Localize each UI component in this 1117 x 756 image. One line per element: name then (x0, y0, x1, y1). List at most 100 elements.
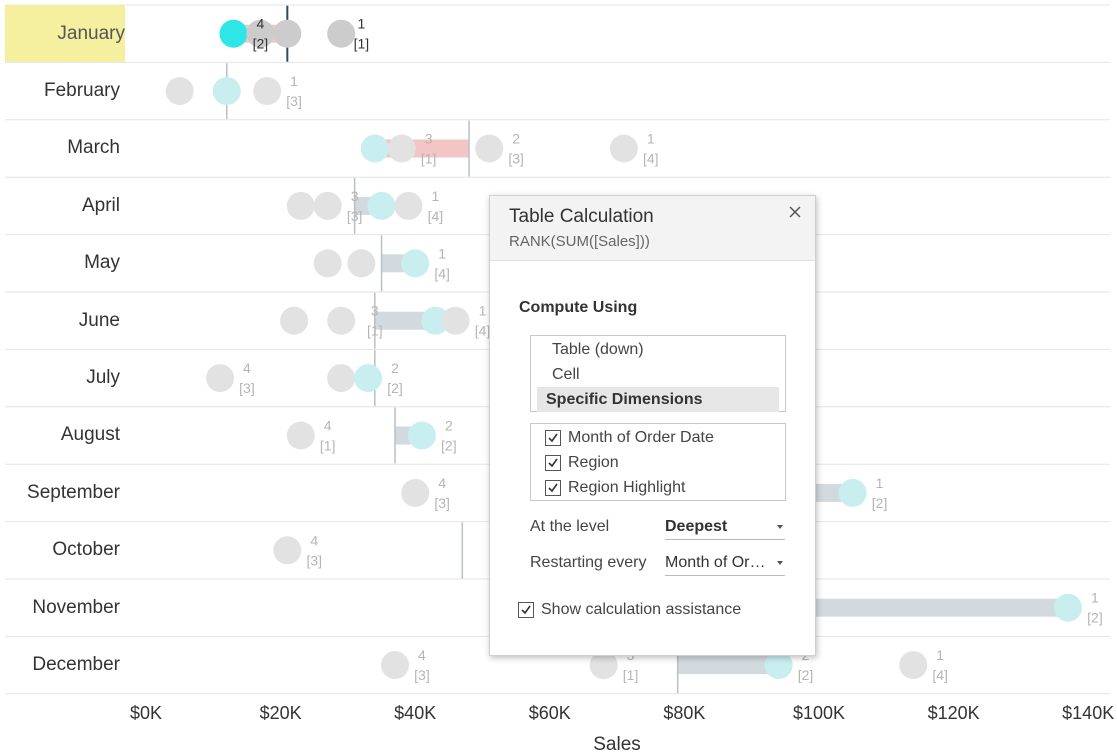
dimension-label: Region Highlight (568, 478, 686, 496)
compute-option-cell[interactable]: Cell (552, 366, 580, 383)
data-point (354, 364, 383, 393)
index-label: [3] (306, 552, 322, 568)
rank-label: 4 (257, 16, 265, 32)
rank-label: 3 (371, 303, 379, 319)
row-label-june[interactable]: June (78, 309, 120, 331)
compute-using-list[interactable]: Table (down) Cell Specific Dimensions (530, 335, 786, 412)
index-label: [2] (872, 495, 888, 511)
compute-option-specific-dimensions[interactable]: Specific Dimensions (537, 387, 779, 412)
data-point (609, 134, 638, 163)
restarting-every-label: Restarting every (530, 554, 647, 571)
row-label-september[interactable]: September (27, 481, 120, 503)
range-bar (798, 598, 1069, 617)
data-point (253, 77, 282, 106)
data-point (899, 651, 928, 680)
data-point (313, 191, 342, 220)
restarting-every-select[interactable]: Month of Or… (665, 550, 785, 576)
show-calculation-assistance[interactable]: Show calculation assistance (518, 601, 741, 619)
index-label: [2] (253, 36, 269, 52)
data-point (475, 134, 504, 163)
x-axis-tick-label: $120K (928, 703, 980, 723)
at-the-level-value: Deepest (665, 518, 728, 535)
row-label-may[interactable]: May (84, 252, 120, 274)
row-label-january[interactable]: January (5, 5, 125, 62)
dimension-label: Month of Order Date (568, 428, 714, 446)
close-icon[interactable] (787, 204, 803, 220)
index-label: [3] (347, 208, 363, 224)
index-label: [1] (367, 323, 383, 339)
dimension-month-of-order-date[interactable]: Month of Order Date (531, 425, 785, 450)
range-bar (374, 311, 436, 330)
rank-label: 1 (438, 245, 446, 261)
rank-label: 1 (936, 647, 944, 663)
checkbox[interactable] (545, 429, 561, 446)
data-point (219, 19, 248, 48)
data-point (838, 478, 867, 507)
dialog-header: Table Calculation RANK(SUM([Sales])) (490, 196, 815, 261)
data-point (407, 421, 436, 450)
x-axis-tick-label: $40K (394, 703, 436, 723)
compute-option-table-down[interactable]: Table (down) (552, 341, 644, 358)
data-point (286, 421, 315, 450)
index-label: [1] (354, 36, 370, 52)
rank-label: 2 (391, 360, 399, 376)
checkbox[interactable] (545, 454, 561, 471)
row-label-april[interactable]: April (81, 194, 120, 216)
index-label: [4] (932, 667, 948, 683)
data-point (347, 249, 376, 278)
row-label-march[interactable]: March (67, 137, 120, 159)
x-axis-tick-label: $0K (130, 703, 162, 723)
index-label: [2] (441, 438, 457, 454)
dimension-region[interactable]: Region (531, 450, 785, 475)
index-label: [4] (434, 265, 450, 281)
rank-label: 4 (243, 360, 251, 376)
index-label: [3] (414, 667, 430, 683)
range-bar (677, 656, 779, 675)
checkbox[interactable] (518, 602, 534, 618)
data-point (273, 536, 302, 565)
dimension-label: Region (568, 453, 619, 471)
data-point (246, 19, 275, 48)
row-label-july[interactable]: July (86, 366, 120, 388)
rank-label: 1 (290, 73, 298, 89)
index-label: [3] (286, 93, 302, 109)
row-label-february[interactable]: February (43, 79, 120, 101)
data-point (327, 19, 356, 48)
index-label: [4] (643, 151, 659, 167)
rank-label: 4 (324, 418, 332, 434)
row-label-november[interactable]: November (32, 596, 120, 618)
x-axis-tick-label: $80K (663, 703, 705, 723)
rank-label: 1 (357, 16, 365, 32)
checkbox[interactable] (545, 479, 561, 496)
index-label: [2] (387, 380, 403, 396)
index-label: [1] (623, 667, 639, 683)
rank-label: 1 (647, 131, 655, 147)
row-label-october[interactable]: October (52, 539, 120, 561)
restarting-every-value: Month of Or… (665, 554, 766, 571)
at-the-level-select[interactable]: Deepest (665, 514, 785, 540)
data-point (280, 306, 309, 335)
index-label: [2] (1087, 610, 1103, 626)
dimensions-list: Month of Order Date Region Region Highli… (530, 423, 786, 501)
x-axis-title: Sales (593, 734, 641, 755)
row-label-august[interactable]: August (60, 424, 120, 446)
rank-label: 1 (1091, 590, 1099, 606)
index-label: [2] (798, 667, 814, 683)
x-axis-tick-label: $20K (260, 703, 302, 723)
table-calculation-dialog: Table Calculation RANK(SUM([Sales])) Com… (489, 195, 816, 656)
rank-label: 1 (876, 475, 884, 491)
chevron-down-icon (777, 525, 783, 529)
dialog-formula: RANK(SUM([Sales])) (509, 233, 650, 250)
chevron-down-icon (777, 561, 783, 565)
data-point (387, 134, 416, 163)
data-point (212, 77, 241, 106)
rank-label: 4 (438, 475, 446, 491)
x-axis-tick-label: $140K (1062, 703, 1114, 723)
dimension-region-highlight[interactable]: Region Highlight (531, 475, 785, 500)
data-point (401, 478, 430, 507)
index-label: [4] (428, 208, 444, 224)
x-axis-tick-label: $60K (529, 703, 571, 723)
row-label-december[interactable]: December (32, 653, 120, 675)
data-point (327, 364, 356, 393)
data-point (360, 134, 389, 163)
